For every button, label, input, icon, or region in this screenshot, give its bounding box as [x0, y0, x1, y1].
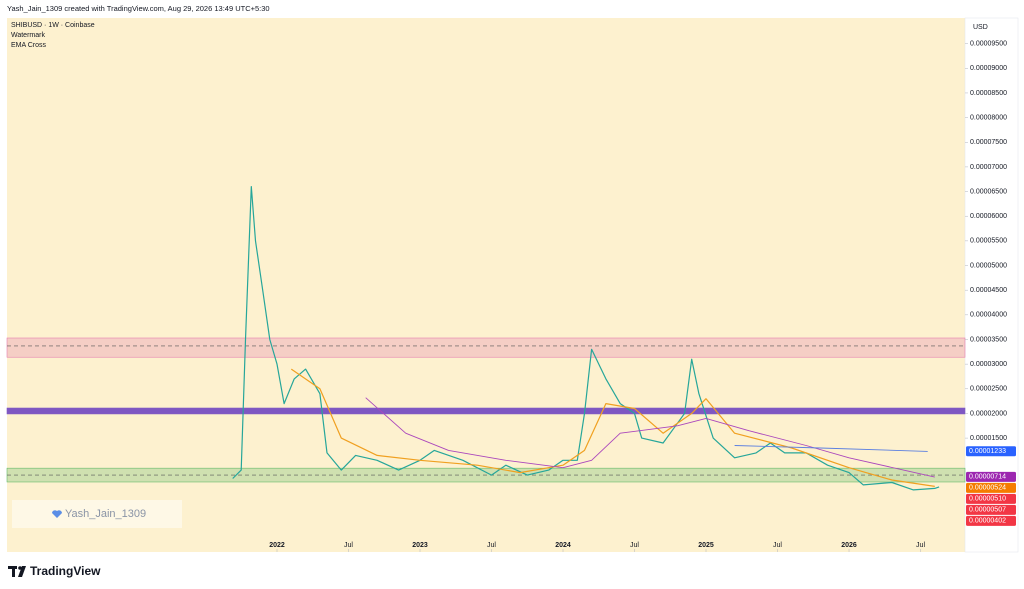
y-tick-label: 0.00008500 [970, 90, 1007, 97]
x-tick-label: Jul [487, 542, 496, 549]
price-axis [964, 17, 1019, 553]
x-tick-label: Jul [916, 542, 925, 549]
y-tick-label: 0.00003500 [970, 336, 1007, 343]
plot-background [7, 18, 965, 552]
price-line [365, 397, 935, 478]
y-tick-label: 0.00005000 [970, 262, 1007, 269]
x-tick-label: Jul [344, 542, 353, 549]
heart-icon [52, 510, 62, 518]
legend-line: Watermark [11, 32, 45, 39]
price-badge [966, 482, 1016, 493]
y-tick-label: 0.00006000 [970, 213, 1007, 220]
zone [6, 407, 966, 415]
x-tick-label: 2026 [841, 542, 857, 549]
zone [6, 337, 966, 358]
x-tick-label: 2024 [555, 542, 571, 549]
y-tick-label: 0.00007500 [970, 139, 1007, 146]
y-tick-label: 0.00002000 [970, 410, 1007, 417]
x-tick-label: 2023 [412, 542, 428, 549]
currency: USD [973, 24, 988, 31]
price-badge-label: 0.00000714 [969, 474, 1006, 481]
price-badge [966, 446, 1016, 457]
x-tick-label: 2022 [269, 542, 285, 549]
legend-line: SHIBUSD · 1W · Coinbase [11, 22, 95, 29]
price-badge-label: 0.00000524 [969, 485, 1006, 492]
y-tick-label: 0.00003000 [970, 361, 1007, 368]
price-badge [966, 471, 1016, 482]
header-text: Yash_Jain_1309 created with TradingView.… [7, 4, 270, 13]
currency-box [968, 20, 1014, 33]
watermark-box [12, 500, 182, 528]
x-tick-label: 2025 [698, 542, 714, 549]
y-tick-label: 0.00009500 [970, 40, 1007, 47]
y-tick-label: 0.00001500 [970, 435, 1007, 442]
price-badge [966, 504, 1016, 515]
price-badge-label: 0.00000402 [969, 518, 1006, 525]
x-tick-label: Jul [630, 542, 639, 549]
watermark: Yash_Jain_1309 [65, 508, 146, 520]
price-badge-label: 0.00000510 [969, 496, 1006, 503]
price-badge [966, 515, 1016, 526]
footer-logo: TradingView [30, 564, 101, 578]
y-tick-label: 0.00007000 [970, 164, 1007, 171]
y-tick-label: 0.00004000 [970, 312, 1007, 319]
price-badge-label: 0.00001233 [969, 448, 1006, 455]
price-line [290, 368, 935, 487]
y-tick-label: 0.00005500 [970, 238, 1007, 245]
y-tick-label: 0.00004500 [970, 287, 1007, 294]
tv-logo-icon [8, 566, 26, 577]
plot [6, 186, 966, 491]
y-tick-label: 0.00009000 [970, 65, 1007, 72]
price-badge-label: 0.00000507 [969, 507, 1006, 514]
price-badge [966, 493, 1016, 504]
y-tick-label: 0.00006500 [970, 188, 1007, 195]
price-line [734, 445, 928, 452]
legend-line: EMA Cross [11, 42, 47, 49]
y-tick-label: 0.00002500 [970, 386, 1007, 393]
x-tick-label: Jul [773, 542, 782, 549]
y-tick-label: 0.00008000 [970, 114, 1007, 121]
